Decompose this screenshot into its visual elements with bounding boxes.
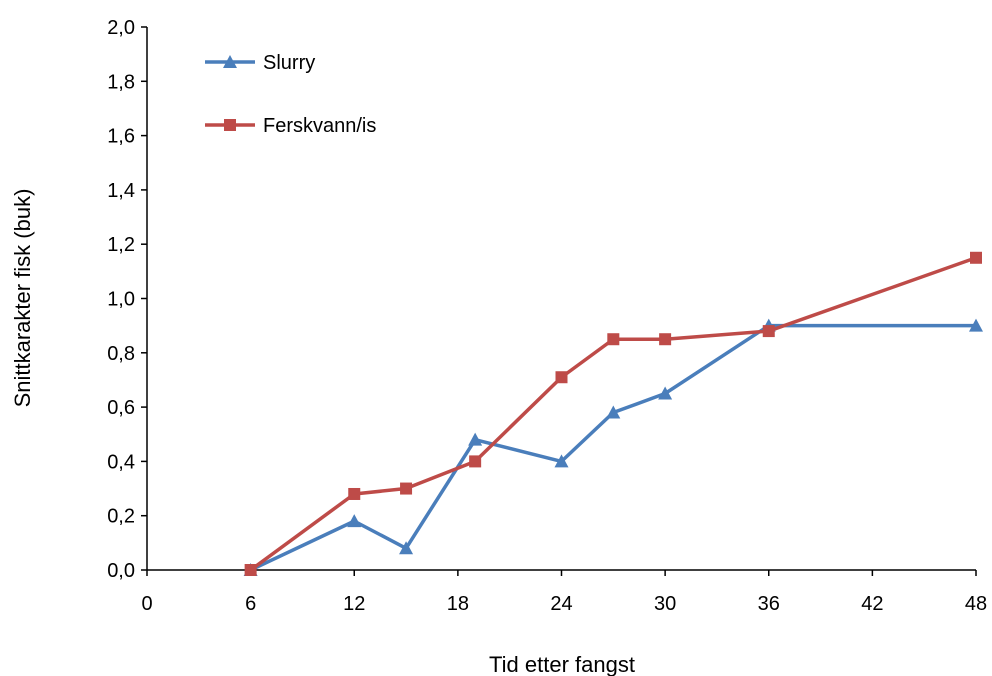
x-tick-label: 30	[654, 593, 676, 615]
legend-label: Ferskvann/is	[263, 115, 376, 137]
series-slurry	[243, 318, 983, 576]
data-point	[969, 318, 983, 332]
axes: 0,0 0,2 0,4 0,6 0,8 1,0 1,2 1,4 1,6 1,8 2,0 0 6 12 18 2…	[107, 17, 987, 615]
x-tick-label: 0	[141, 593, 152, 615]
data-point	[469, 455, 482, 468]
x-tick-label: 24	[550, 593, 572, 615]
data-point	[348, 487, 361, 500]
data-point	[554, 454, 569, 468]
data-point	[555, 371, 568, 384]
series-ferskvann-is	[244, 251, 982, 576]
data-point	[468, 432, 483, 446]
y-axis-title: Snittkarakter fisk (buk)	[10, 189, 35, 408]
y-tick-label: 1,2	[107, 234, 135, 256]
x-tick-label: 12	[343, 593, 365, 615]
y-tick-label: 1,8	[107, 71, 135, 93]
legend: Slurry Ferskvann/is	[205, 52, 376, 137]
y-tick-label: 2,0	[107, 17, 135, 39]
data-point	[659, 333, 672, 346]
series-layer	[243, 251, 983, 576]
y-tick-label: 1,0	[107, 289, 135, 311]
data-point	[347, 514, 362, 528]
y-tick-label: 0,4	[107, 451, 135, 473]
legend-item: Slurry	[205, 52, 315, 74]
y-tick-label: 0,2	[107, 506, 135, 528]
data-point	[658, 386, 673, 400]
x-tick-label: 48	[965, 593, 987, 615]
x-axis-title: Tid etter fangst	[489, 652, 635, 676]
data-point	[762, 325, 775, 338]
legend-marker	[224, 119, 236, 131]
x-tick-label: 18	[447, 593, 469, 615]
x-tick-label: 36	[758, 593, 780, 615]
legend-marker	[223, 55, 237, 68]
data-point	[970, 251, 982, 264]
y-tick-label: 1,6	[107, 126, 135, 148]
data-point	[607, 333, 620, 346]
y-tick-label: 1,4	[107, 180, 135, 202]
data-point	[244, 564, 257, 576]
y-tick-label: 0,0	[107, 560, 135, 582]
legend-item: Ferskvann/is	[205, 115, 376, 137]
data-point	[606, 405, 621, 419]
x-tick-label: 6	[245, 593, 256, 615]
legend-label: Slurry	[263, 52, 315, 74]
series-line	[249, 323, 976, 572]
y-tick-label: 0,8	[107, 343, 135, 365]
data-point	[400, 482, 413, 495]
data-point	[399, 541, 414, 555]
y-tick-label: 0,6	[107, 397, 135, 419]
x-tick-label: 42	[861, 593, 883, 615]
